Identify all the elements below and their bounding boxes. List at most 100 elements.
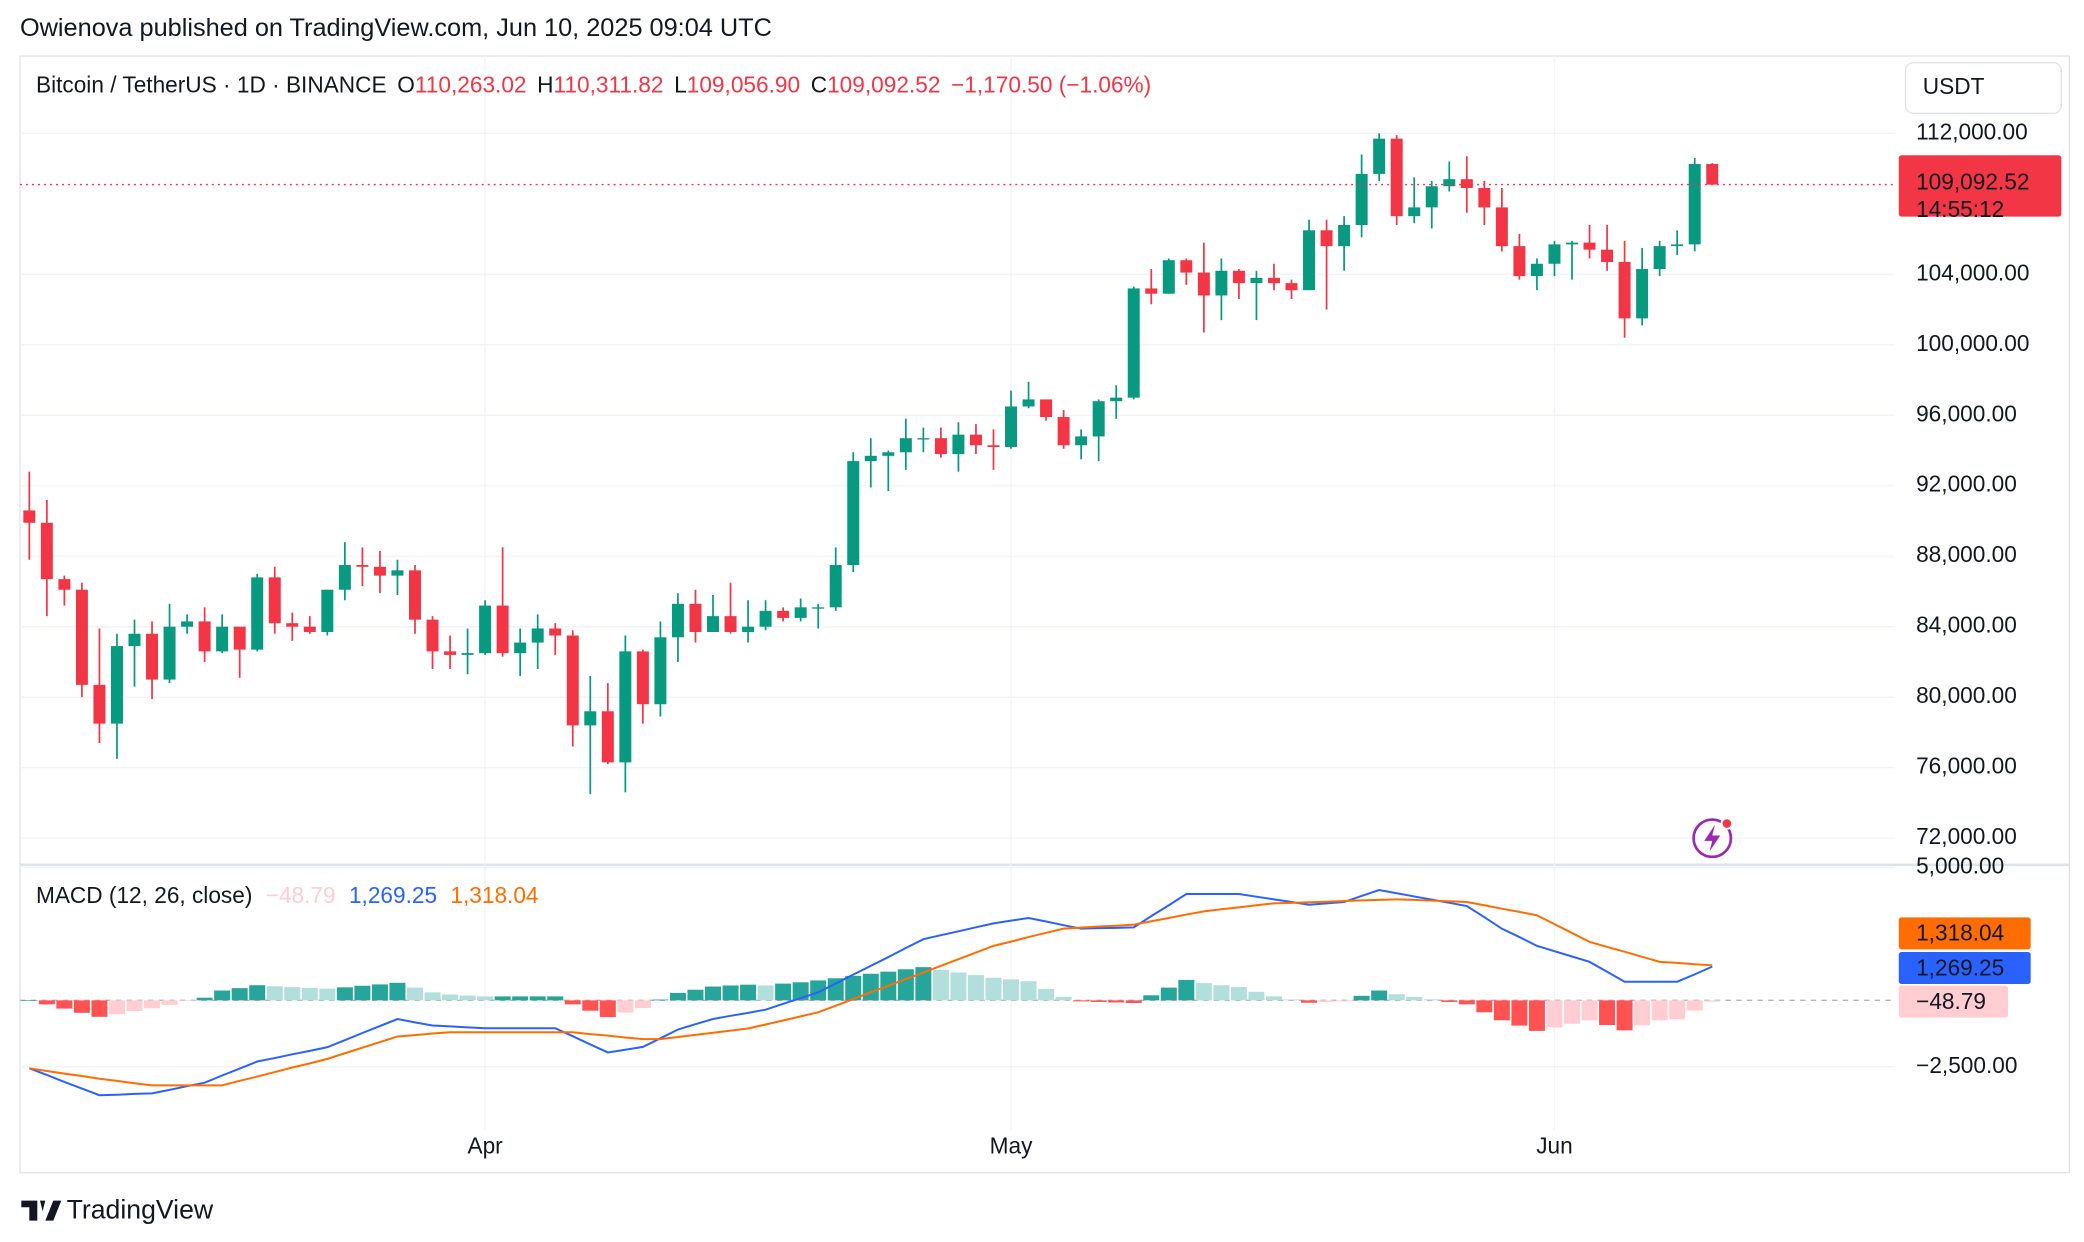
candle-body [917, 438, 930, 440]
histogram-bar [792, 982, 809, 1001]
histogram-bar [705, 986, 721, 1001]
histogram-bar [1143, 995, 1160, 1001]
histogram-bar [424, 992, 441, 1001]
symbol: Bitcoin / TetherUS · 1D · BINANCE [36, 72, 387, 98]
histogram-bar [1634, 1000, 1651, 1026]
histogram-bar [179, 1000, 196, 1002]
candle-body [1057, 417, 1070, 446]
histogram-bar [757, 985, 774, 1001]
histogram-bar [1599, 1000, 1616, 1026]
histogram-bar [634, 1000, 651, 1009]
histogram-bar [1371, 990, 1388, 1001]
candle-body [146, 633, 159, 680]
histogram-bar [1318, 1000, 1335, 1002]
candle-body [619, 651, 632, 763]
histogram-bar [1493, 1000, 1510, 1021]
ohlc-key: L [674, 72, 687, 98]
candle-body [373, 566, 386, 576]
alert-icon[interactable] [1692, 817, 1734, 859]
histogram-bar [1423, 999, 1440, 1001]
candle-body [707, 616, 719, 632]
histogram-bar [126, 1000, 143, 1011]
candle-body [268, 577, 281, 624]
histogram-bar [1669, 1000, 1686, 1020]
axis-tag-label: −48.79 [1916, 988, 1986, 1014]
candle-body [1162, 260, 1175, 294]
axis-tag-label: 1,318.04 [1916, 920, 2004, 946]
histogram-bar [214, 990, 231, 1001]
last-price-tag [1898, 155, 2062, 217]
candle-body [514, 642, 527, 654]
candle-body [286, 623, 299, 627]
candle-body [1530, 263, 1543, 277]
signal-value: 1,318.04 [450, 882, 538, 908]
histogram-bar [1125, 1000, 1142, 1004]
histogram-bar [1458, 1000, 1475, 1005]
histogram-bar [1090, 1000, 1107, 1002]
y-tick-label: 88,000.00 [1916, 541, 2017, 567]
histogram-bar [196, 997, 213, 1001]
histogram-bar [1546, 1000, 1563, 1028]
macd-legend: MACD (12, 26, close) −48.79 1,269.25 1,318.… [36, 882, 539, 908]
histogram-bar [862, 973, 879, 1001]
candle-body [1513, 246, 1526, 277]
candle-body [496, 605, 509, 654]
candle-body [1408, 207, 1421, 217]
currency-button[interactable] [1904, 62, 2063, 114]
candle-body [479, 605, 492, 654]
histogram-bar [1003, 979, 1020, 1001]
histogram-bar [652, 999, 669, 1001]
candle-body [1215, 270, 1228, 296]
axis-unit[interactable]: USDT [1923, 73, 1985, 99]
candle-body [1565, 242, 1578, 245]
histogram-bar [494, 996, 511, 1001]
histogram-bar [740, 984, 757, 1001]
candle-body [1285, 283, 1298, 291]
histogram-bar [1213, 985, 1230, 1001]
histogram-bar [599, 1000, 616, 1018]
grid [19, 56, 1895, 1131]
candle-body [812, 607, 825, 609]
candle-body [724, 616, 737, 632]
countdown: 14:55:12 [1916, 196, 2004, 222]
histogram-bar [915, 967, 932, 1001]
histogram-bar [1511, 1000, 1528, 1026]
candle-body [671, 603, 684, 638]
candle-body [216, 626, 229, 652]
candle-body [1548, 244, 1561, 264]
histogram-bar [249, 985, 266, 1001]
candle-body [1005, 406, 1018, 447]
candle-body [1653, 246, 1666, 270]
candle-body [23, 510, 36, 523]
histogram-bar [1441, 1000, 1458, 1002]
candle-body [58, 579, 71, 590]
y-tick-label: 100,000.00 [1916, 330, 2029, 356]
candle-body [1460, 179, 1473, 188]
x-tick-label: May [990, 1132, 1033, 1158]
candle-body [128, 633, 141, 647]
candle-body [321, 589, 334, 632]
candle-body [356, 565, 369, 567]
candle-body [40, 522, 53, 580]
histogram-bar [775, 983, 792, 1001]
candle-body [584, 711, 597, 726]
histogram-bar [284, 987, 301, 1001]
candle-body [110, 646, 123, 724]
histogram-bar [459, 995, 476, 1001]
candle-body [1671, 244, 1684, 247]
histogram-bar [1301, 1000, 1318, 1003]
ohlc-value: 109,056.90 [687, 72, 800, 98]
hist-value: −48.79 [266, 882, 336, 908]
candle-body [1355, 173, 1368, 225]
histogram-bar [266, 986, 283, 1001]
histogram-bar [477, 996, 494, 1001]
x-tick-label: Jun [1536, 1132, 1573, 1158]
candle-body [1495, 207, 1508, 247]
candle-body [654, 637, 667, 705]
histogram-bar [1248, 991, 1265, 1001]
histogram-bar [1476, 1000, 1493, 1013]
histogram-bar [1528, 1000, 1545, 1031]
y-tick-label: 5,000.00 [1916, 852, 2004, 878]
candle-body [1425, 186, 1438, 208]
ohlc: O110,263.02 H110,311.82 L109,056.90 C109,09… [397, 72, 940, 98]
